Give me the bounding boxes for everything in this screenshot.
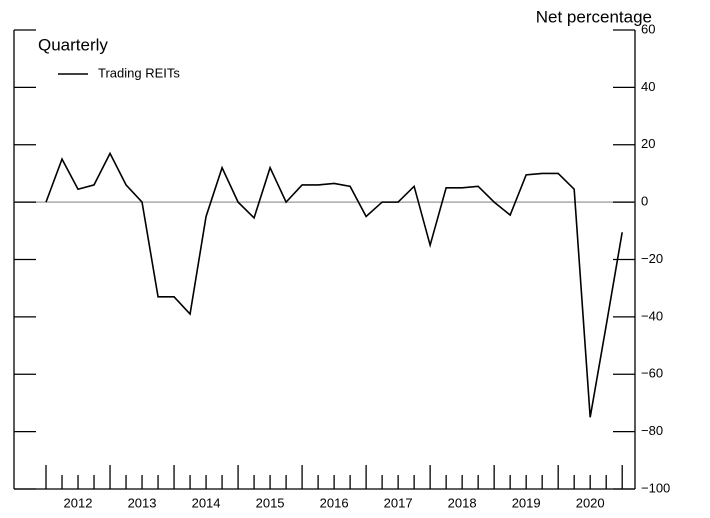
y-tick-label: −60 xyxy=(641,366,663,381)
y-tick-label: 40 xyxy=(641,79,655,94)
x-tick-label: 2020 xyxy=(576,495,605,510)
y-tick-label: −20 xyxy=(641,251,663,266)
y-axis-label: Net percentage xyxy=(536,7,652,26)
series-line xyxy=(45,151,623,418)
x-tick-label: 2015 xyxy=(256,495,285,510)
x-tick-label: 2013 xyxy=(128,495,157,510)
x-tick-label: 2018 xyxy=(448,495,477,510)
y-tick-label: 20 xyxy=(641,136,655,151)
y-tick-label: 0 xyxy=(641,194,648,209)
y-tick-label: −100 xyxy=(641,480,670,495)
x-tick-label: 2014 xyxy=(192,495,221,510)
y-tick-label: 60 xyxy=(641,21,655,36)
x-tick-label: 2017 xyxy=(384,495,413,510)
y-tick-label: −80 xyxy=(641,423,663,438)
x-tick-label: 2012 xyxy=(64,495,93,510)
annotation: Quarterly xyxy=(38,35,108,54)
y-tick-label: −40 xyxy=(641,308,663,323)
x-tick-label: 2019 xyxy=(512,495,541,510)
legend-label: Trading REITs xyxy=(98,65,180,80)
x-tick-label: 2016 xyxy=(320,495,349,510)
